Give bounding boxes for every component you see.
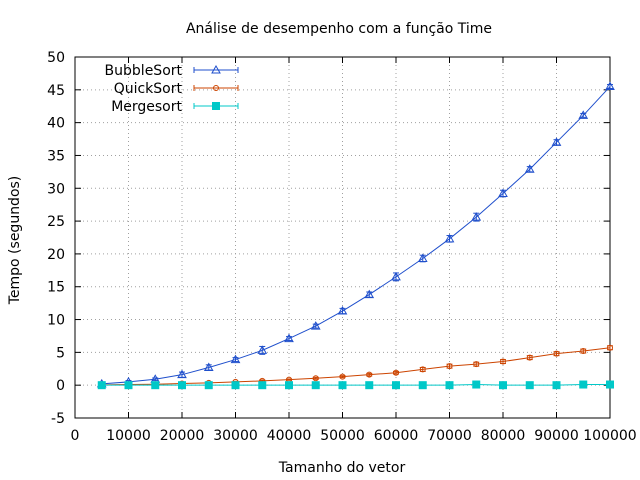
bubblesort-point <box>444 233 455 243</box>
bubblesort-point <box>203 362 214 371</box>
y-tick-label: 35 <box>47 148 65 164</box>
quicksort-point <box>312 375 319 382</box>
y-tick-label: 15 <box>47 280 65 296</box>
mergesort-point <box>418 381 427 390</box>
x-tick-label: 100000 <box>583 428 636 444</box>
bubblesort-point <box>391 271 401 281</box>
mergesort-point <box>445 381 454 390</box>
bubblesort-point <box>498 188 508 198</box>
bubblesort-point <box>230 354 241 364</box>
legend-label-bubblesort: BubbleSort <box>105 63 183 79</box>
axis-ticks: 0 10000 20000 30000 40000 50000 60000 70000 8000… <box>47 50 637 444</box>
quicksort-point <box>393 369 399 376</box>
quicksort-point <box>500 358 506 365</box>
quicksort-series <box>98 344 613 388</box>
legend-label-quicksort: QuickSort <box>114 81 183 97</box>
bubblesort-point <box>605 81 615 91</box>
legend-marker-bubblesort <box>211 64 221 74</box>
data-series <box>96 81 615 390</box>
y-tick-label: 25 <box>47 214 65 230</box>
mergesort-point <box>258 381 267 390</box>
x-tick-label: 80000 <box>481 428 526 444</box>
quicksort-point <box>526 354 533 361</box>
bubblesort-point <box>417 253 428 263</box>
mergesort-point <box>552 381 561 390</box>
bubblesort-point <box>364 289 375 299</box>
quicksort-point <box>446 363 453 370</box>
x-axis-label: Tamanho do vetor <box>278 460 406 476</box>
y-tick-label: 20 <box>47 247 65 263</box>
mergesort-point <box>204 381 213 390</box>
mergesort-point <box>311 381 320 390</box>
grid-lines <box>75 57 610 418</box>
mergesort-point <box>124 381 133 390</box>
quicksort-point <box>473 361 480 368</box>
x-tick-label: 0 <box>71 428 80 444</box>
mergesort-point <box>525 381 534 390</box>
mergesort-line <box>101 384 610 386</box>
legend-label-mergesort: Mergesort <box>111 99 182 115</box>
y-tick-label: -5 <box>51 411 65 427</box>
x-tick-label: 10000 <box>106 428 151 444</box>
y-tick-label: 50 <box>47 50 65 66</box>
mergesort-point <box>97 381 106 390</box>
bubblesort-point <box>177 369 187 379</box>
bubblesort-series <box>96 81 615 388</box>
legend: BubbleSort QuickSort Mergesort <box>105 63 239 115</box>
x-tick-label: 90000 <box>534 428 579 444</box>
mergesort-point <box>472 380 481 389</box>
quicksort-line <box>101 347 611 386</box>
mergesort-point <box>151 381 160 390</box>
quicksort-point <box>419 366 426 373</box>
bubblesort-point <box>578 110 589 119</box>
x-tick-label: 40000 <box>267 428 312 444</box>
x-tick-label: 70000 <box>427 428 472 444</box>
legend-marker-quicksort <box>213 85 219 91</box>
bubblesort-point <box>524 164 535 173</box>
y-tick-label: 30 <box>47 181 65 197</box>
quicksort-point <box>580 348 587 355</box>
mergesort-point <box>499 381 507 390</box>
mergesort-point <box>365 381 374 390</box>
chart-title: Análise de desempenho com a função Time <box>186 21 492 37</box>
y-tick-label: 0 <box>56 378 65 394</box>
bubblesort-point <box>471 212 482 221</box>
legend-marker-mergesort <box>212 102 220 110</box>
quicksort-point <box>607 344 613 351</box>
x-tick-label: 20000 <box>160 428 205 444</box>
mergesort-point <box>392 381 400 390</box>
y-tick-label: 40 <box>47 116 65 132</box>
mergesort-point <box>178 381 186 390</box>
y-tick-label: 5 <box>56 345 65 361</box>
quicksort-point <box>339 373 346 380</box>
mergesort-point <box>231 381 240 390</box>
bubblesort-line <box>101 86 611 385</box>
quicksort-point <box>366 371 373 378</box>
mergesort-point <box>579 380 588 389</box>
quicksort-point <box>553 350 560 357</box>
bubblesort-point <box>551 137 562 146</box>
mergesort-point <box>606 380 614 389</box>
y-tick-label: 10 <box>47 313 65 329</box>
bubblesort-point <box>284 333 294 343</box>
mergesort-point <box>285 381 293 390</box>
x-tick-label: 30000 <box>213 428 258 444</box>
bubblesort-point <box>257 345 268 354</box>
y-axis-label: Tempo (segundos) <box>7 176 23 306</box>
y-tick-label: 45 <box>47 83 65 99</box>
x-tick-label: 50000 <box>320 428 365 444</box>
mergesort-series <box>97 380 614 390</box>
bubblesort-point <box>337 306 348 315</box>
x-tick-label: 60000 <box>374 428 419 444</box>
mergesort-point <box>338 381 347 390</box>
bubblesort-point <box>310 321 321 330</box>
